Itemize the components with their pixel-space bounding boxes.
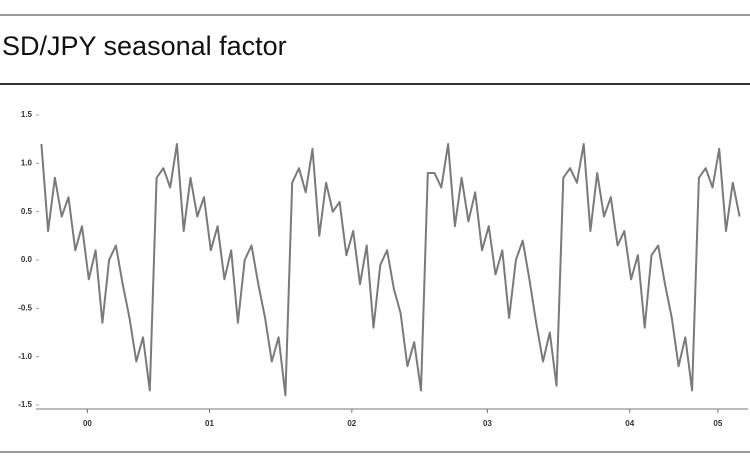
x-tick-label: 00 <box>83 419 92 428</box>
x-tick-label: 04 <box>625 419 634 428</box>
y-tick-label: -0.5 <box>18 303 32 312</box>
y-tick-label: -1.5 <box>18 400 32 409</box>
x-tick-label: 03 <box>483 419 492 428</box>
y-tick-label: 1.0 <box>21 158 33 167</box>
x-tick-label: 05 <box>713 419 722 428</box>
x-tick-label: 01 <box>205 419 214 428</box>
y-tick-label: -1.0 <box>18 352 32 361</box>
y-tick-label: 0.0 <box>21 255 33 264</box>
y-tick-label: 1.5 <box>21 110 33 119</box>
chart-title: SD/JPY seasonal factor <box>2 31 287 61</box>
x-tick-label: 02 <box>347 419 356 428</box>
y-tick-label: 0.5 <box>21 207 33 216</box>
series-line <box>40 143 741 397</box>
